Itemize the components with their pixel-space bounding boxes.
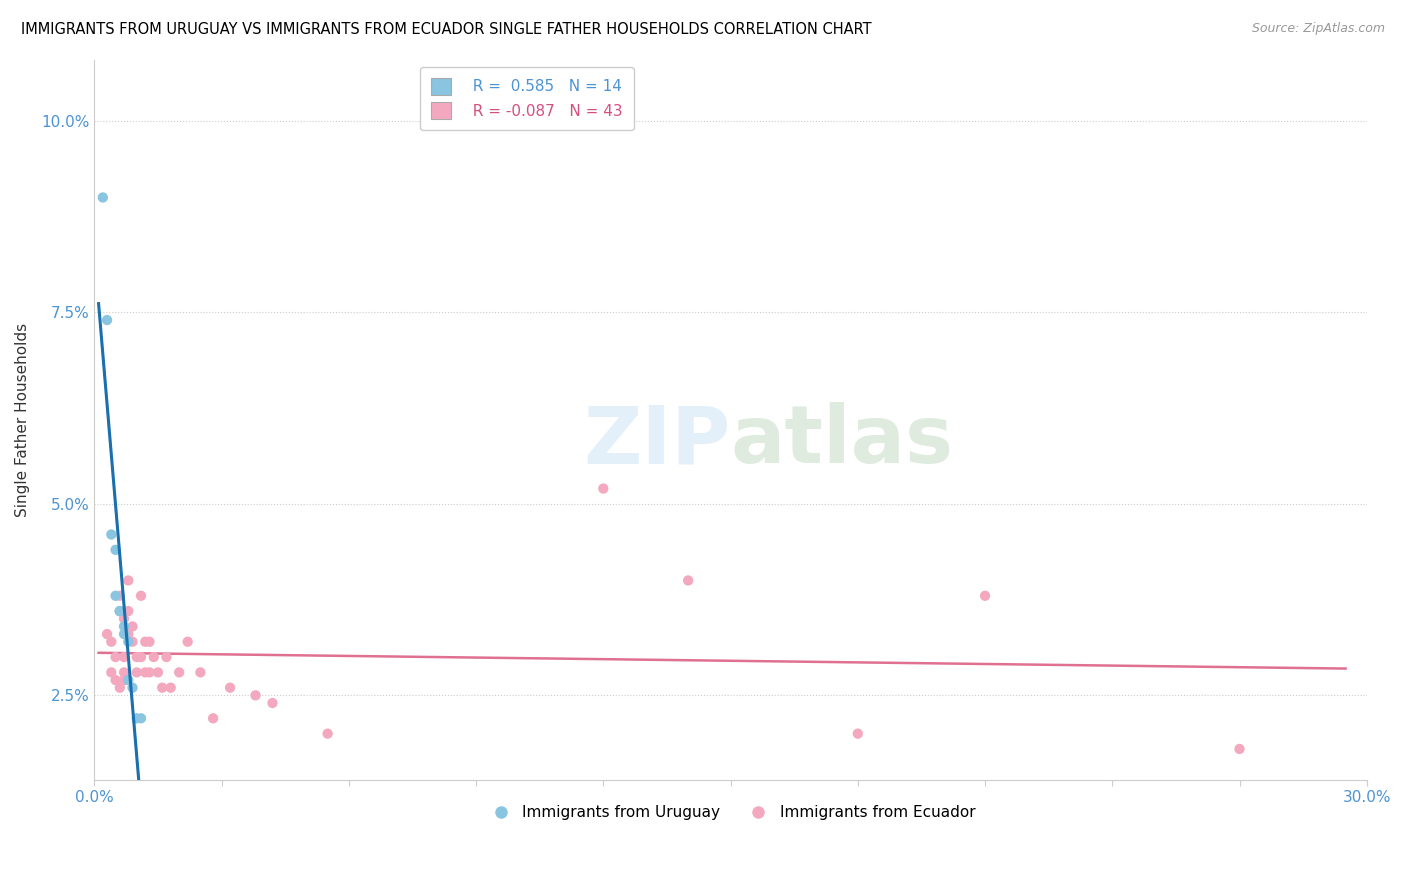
- Point: [125, 711, 148, 725]
- Point: [134, 665, 156, 680]
- Point: [96, 313, 118, 327]
- Point: [117, 634, 139, 648]
- Point: [190, 665, 212, 680]
- Point: [121, 619, 143, 633]
- Point: [112, 673, 135, 687]
- Point: [125, 650, 148, 665]
- Text: ZIP: ZIP: [583, 402, 731, 480]
- Point: [176, 634, 198, 648]
- Point: [100, 634, 122, 648]
- Text: Source: ZipAtlas.com: Source: ZipAtlas.com: [1251, 22, 1385, 36]
- Point: [117, 574, 139, 588]
- Point: [262, 696, 284, 710]
- Point: [112, 650, 135, 665]
- Point: [108, 589, 131, 603]
- Y-axis label: Single Father Households: Single Father Households: [15, 323, 30, 516]
- Text: atlas: atlas: [731, 402, 953, 480]
- Point: [96, 627, 118, 641]
- Point: [125, 665, 148, 680]
- Point: [159, 681, 181, 695]
- Point: [117, 673, 139, 687]
- Point: [104, 542, 127, 557]
- Point: [117, 604, 139, 618]
- Point: [100, 665, 122, 680]
- Point: [129, 589, 152, 603]
- Point: [592, 482, 614, 496]
- Point: [150, 681, 173, 695]
- Point: [108, 681, 131, 695]
- Point: [167, 665, 190, 680]
- Point: [112, 612, 135, 626]
- Point: [112, 665, 135, 680]
- Point: [974, 589, 997, 603]
- Point: [138, 665, 160, 680]
- Point: [134, 634, 156, 648]
- Point: [146, 665, 169, 680]
- Point: [108, 604, 131, 618]
- Point: [104, 589, 127, 603]
- Point: [129, 711, 152, 725]
- Point: [219, 681, 242, 695]
- Point: [108, 604, 131, 618]
- Point: [104, 673, 127, 687]
- Point: [121, 634, 143, 648]
- Point: [121, 681, 143, 695]
- Point: [108, 604, 131, 618]
- Point: [104, 650, 127, 665]
- Point: [1229, 742, 1251, 756]
- Point: [676, 574, 699, 588]
- Point: [117, 627, 139, 641]
- Point: [91, 190, 114, 204]
- Point: [112, 619, 135, 633]
- Point: [129, 650, 152, 665]
- Point: [142, 650, 165, 665]
- Point: [245, 689, 267, 703]
- Point: [846, 726, 869, 740]
- Text: IMMIGRANTS FROM URUGUAY VS IMMIGRANTS FROM ECUADOR SINGLE FATHER HOUSEHOLDS CORR: IMMIGRANTS FROM URUGUAY VS IMMIGRANTS FR…: [21, 22, 872, 37]
- Point: [202, 711, 225, 725]
- Point: [112, 627, 135, 641]
- Point: [138, 634, 160, 648]
- Point: [316, 726, 339, 740]
- Point: [155, 650, 177, 665]
- Point: [100, 527, 122, 541]
- Legend: Immigrants from Uruguay, Immigrants from Ecuador: Immigrants from Uruguay, Immigrants from…: [479, 798, 981, 826]
